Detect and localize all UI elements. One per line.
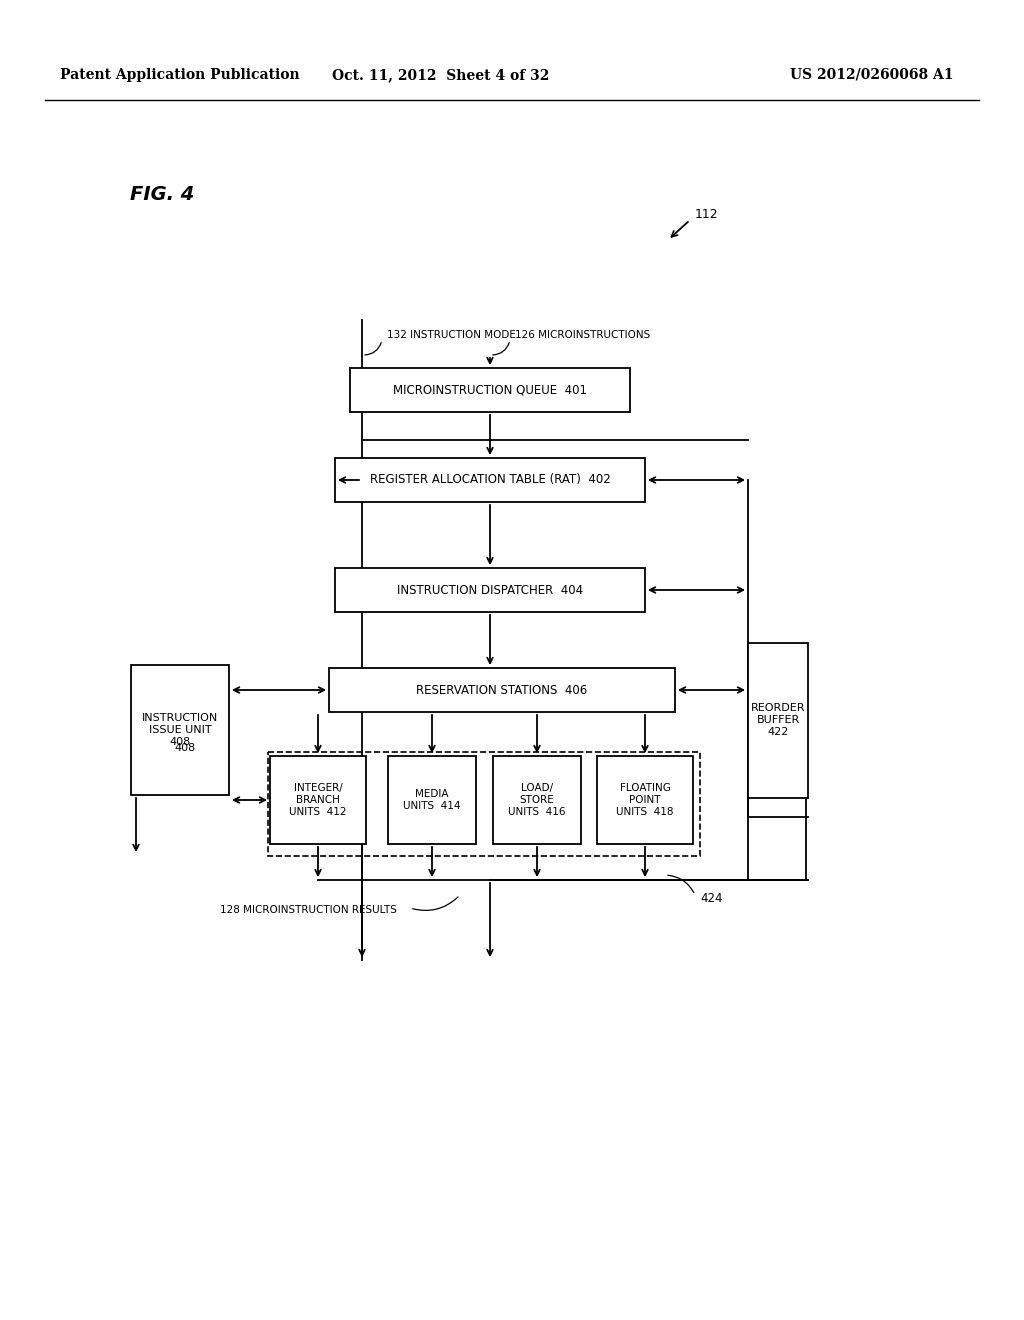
Text: REGISTER ALLOCATION TABLE (RAT)  402: REGISTER ALLOCATION TABLE (RAT) 402 xyxy=(370,474,610,487)
Bar xyxy=(597,756,693,843)
Bar xyxy=(335,458,645,502)
Text: Oct. 11, 2012  Sheet 4 of 32: Oct. 11, 2012 Sheet 4 of 32 xyxy=(332,69,549,82)
Text: LOAD/
STORE
UNITS  416: LOAD/ STORE UNITS 416 xyxy=(508,783,565,817)
Text: 112: 112 xyxy=(695,209,719,222)
Text: INSTRUCTION DISPATCHER  404: INSTRUCTION DISPATCHER 404 xyxy=(397,583,583,597)
Text: 424: 424 xyxy=(700,891,723,904)
Text: Patent Application Publication: Patent Application Publication xyxy=(60,69,300,82)
Text: FLOATING
POINT
UNITS  418: FLOATING POINT UNITS 418 xyxy=(616,783,674,817)
Bar xyxy=(388,756,476,843)
Text: RESERVATION STATIONS  406: RESERVATION STATIONS 406 xyxy=(417,684,588,697)
Text: REORDER
BUFFER
422: REORDER BUFFER 422 xyxy=(751,704,805,737)
Bar xyxy=(268,752,700,855)
Text: FIG. 4: FIG. 4 xyxy=(130,186,195,205)
Text: 132 INSTRUCTION MODE: 132 INSTRUCTION MODE xyxy=(387,330,516,341)
Text: INSTRUCTION
ISSUE UNIT
408: INSTRUCTION ISSUE UNIT 408 xyxy=(142,713,218,747)
Text: US 2012/0260068 A1: US 2012/0260068 A1 xyxy=(791,69,954,82)
Text: MICROINSTRUCTION QUEUE  401: MICROINSTRUCTION QUEUE 401 xyxy=(393,384,587,396)
Text: 128 MICROINSTRUCTION RESULTS: 128 MICROINSTRUCTION RESULTS xyxy=(220,906,397,915)
Bar xyxy=(748,643,808,797)
Bar xyxy=(131,665,229,795)
Bar xyxy=(335,568,645,612)
Bar xyxy=(350,368,630,412)
Bar xyxy=(493,756,581,843)
Bar xyxy=(270,756,366,843)
Text: INTEGER/
BRANCH
UNITS  412: INTEGER/ BRANCH UNITS 412 xyxy=(289,783,347,817)
Text: 126 MICROINSTRUCTIONS: 126 MICROINSTRUCTIONS xyxy=(515,330,650,341)
Bar xyxy=(329,668,675,711)
Text: MEDIA
UNITS  414: MEDIA UNITS 414 xyxy=(403,789,461,810)
Text: 408: 408 xyxy=(174,743,196,752)
